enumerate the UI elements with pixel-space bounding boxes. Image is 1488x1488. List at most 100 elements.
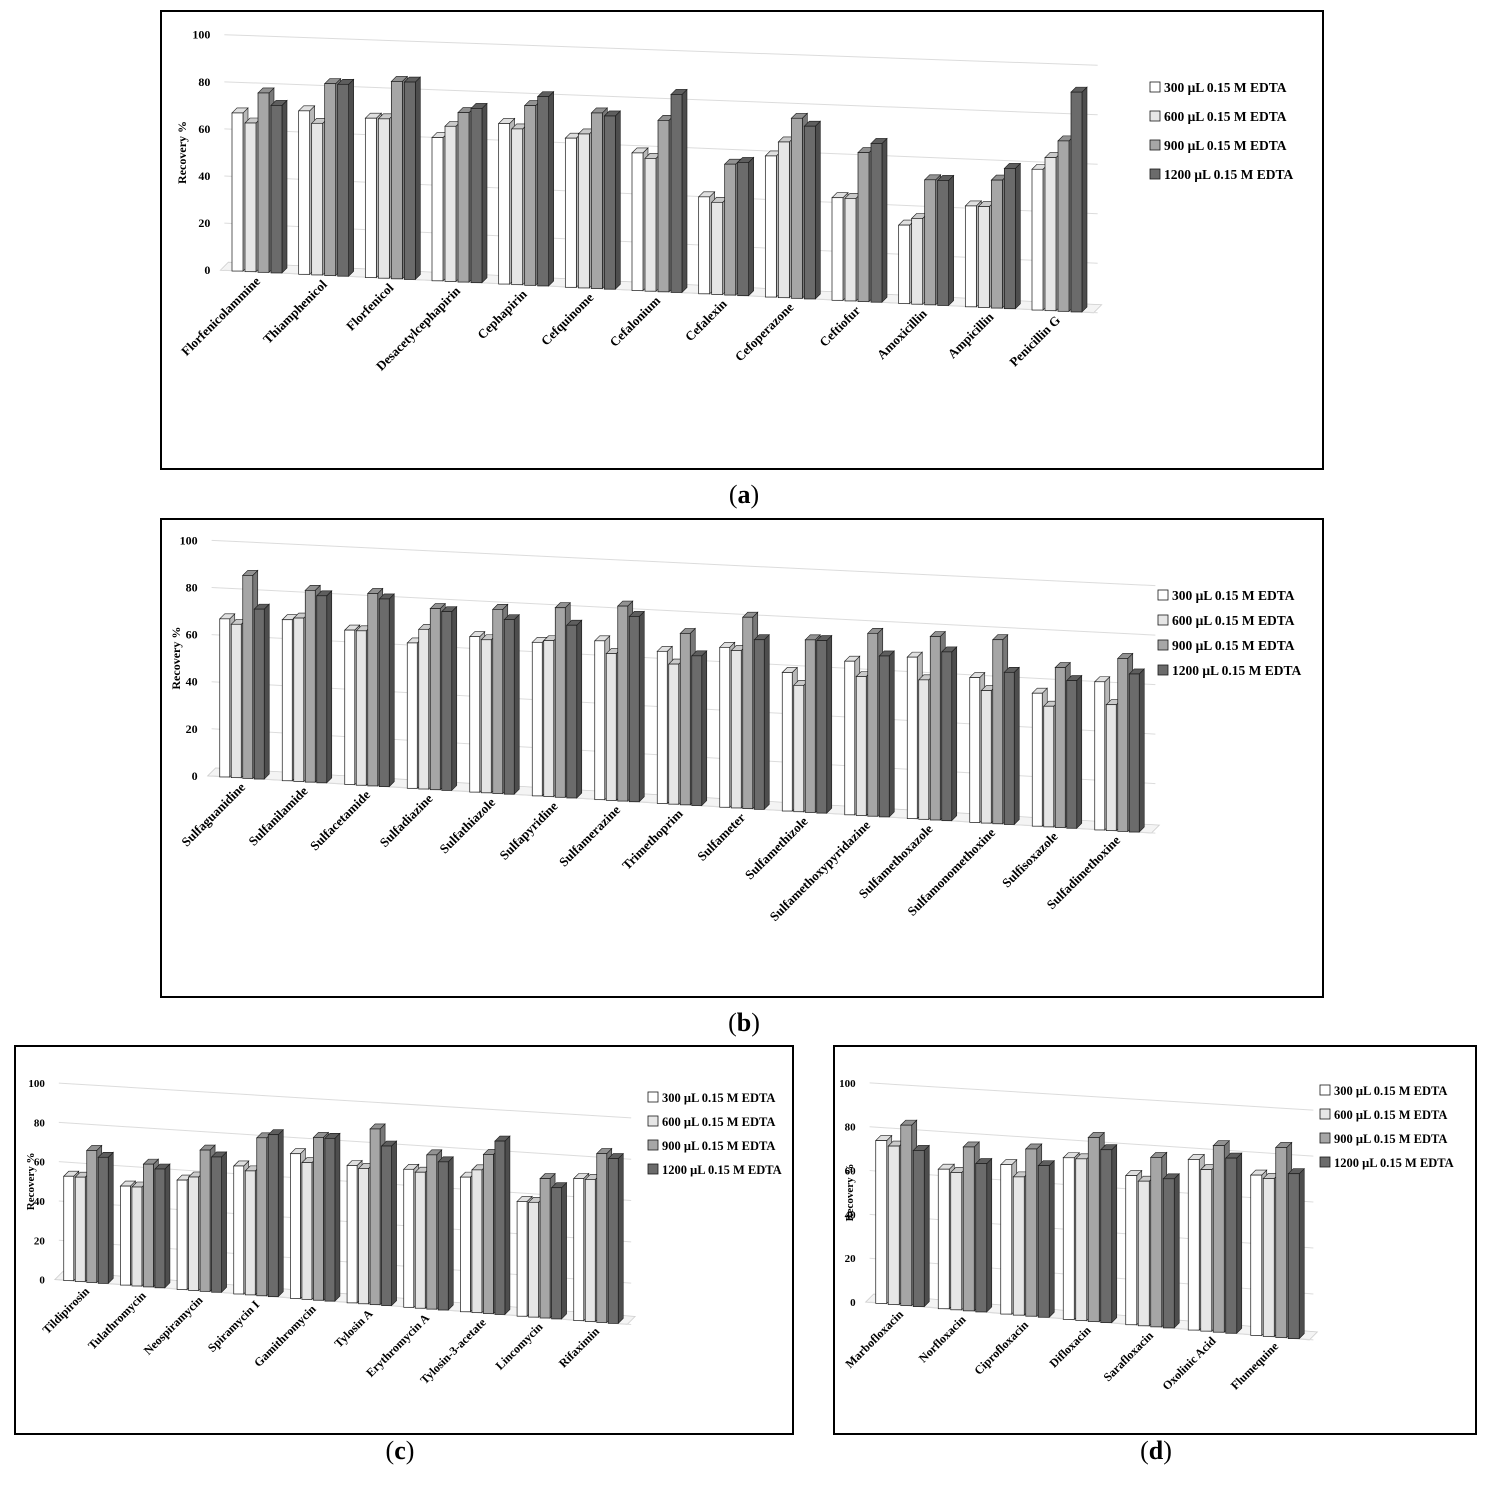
bar-front bbox=[494, 1140, 506, 1315]
bar-side bbox=[326, 590, 333, 784]
bar-front bbox=[313, 1137, 324, 1301]
bar-front bbox=[1025, 1148, 1038, 1317]
chart-d-ytick: 60 bbox=[845, 1166, 857, 1178]
bar-front bbox=[594, 640, 606, 801]
bar-front bbox=[924, 179, 937, 306]
bar-front bbox=[1200, 1169, 1213, 1332]
bar bbox=[437, 1156, 454, 1311]
chart-b-legend-label: 1200 μL 0.15 M EDTA bbox=[1172, 663, 1302, 678]
bar-front bbox=[281, 619, 293, 782]
bar-front bbox=[74, 1176, 86, 1282]
chart-a-legend-swatch bbox=[1149, 168, 1161, 180]
bar-front bbox=[950, 1172, 963, 1311]
chart-d-ylabel: Recovery % bbox=[844, 1164, 856, 1222]
bar-front bbox=[937, 180, 950, 306]
bar bbox=[753, 634, 770, 811]
bar-front bbox=[711, 201, 724, 295]
bar-front bbox=[1225, 1157, 1238, 1334]
chart-b-category-label: Sulfamethizole bbox=[742, 813, 811, 882]
bar bbox=[603, 110, 622, 290]
bar-front bbox=[337, 83, 350, 277]
bar-front bbox=[1287, 1173, 1300, 1339]
chart-d-gridline bbox=[869, 1082, 1314, 1111]
bar-front bbox=[369, 1128, 381, 1306]
bar-front bbox=[483, 1154, 494, 1314]
bar-front bbox=[1150, 1157, 1163, 1328]
chart-c-ytick: 80 bbox=[34, 1117, 46, 1129]
bar-side bbox=[1076, 674, 1083, 829]
chart-b-legend-swatch bbox=[1157, 664, 1169, 676]
chart-b-ytick: 80 bbox=[186, 580, 198, 594]
chart-a-category-label: Florfenicol bbox=[343, 280, 397, 334]
bar-front bbox=[1054, 667, 1066, 828]
bar-front bbox=[844, 660, 856, 816]
bar-front bbox=[691, 655, 703, 806]
chart-c-category-label: Tylosin A bbox=[332, 1306, 376, 1350]
bar-front bbox=[358, 1168, 369, 1305]
chart-b-category-label: Sulfadiazine bbox=[376, 791, 435, 850]
chart-a-legend-label: 900 μL 0.15 M EDTA bbox=[1164, 138, 1287, 153]
bar bbox=[270, 99, 288, 274]
bar-front bbox=[857, 152, 870, 302]
bar bbox=[628, 610, 645, 803]
chart-a-category-label: Ampicillin bbox=[944, 309, 997, 362]
bar-front bbox=[577, 133, 590, 289]
chart-d-ytick: 100 bbox=[839, 1078, 856, 1090]
chart-c-legend-swatch bbox=[647, 1115, 659, 1127]
chart-a-gridline bbox=[224, 34, 1098, 66]
caption-c-letter: c bbox=[394, 1436, 406, 1465]
bar-side bbox=[1138, 668, 1145, 833]
bar-front bbox=[617, 605, 629, 802]
bar-front bbox=[176, 1179, 188, 1290]
bar-front bbox=[870, 143, 883, 303]
bar-front bbox=[403, 81, 416, 280]
bar bbox=[550, 1181, 568, 1320]
bar-front bbox=[1117, 658, 1129, 832]
bar-front bbox=[199, 1149, 211, 1292]
bar-front bbox=[1075, 1158, 1088, 1321]
chart-d-ytick: 80 bbox=[845, 1122, 857, 1134]
chart-a-ylabel: Recovery % bbox=[175, 121, 189, 184]
bar bbox=[97, 1151, 114, 1285]
chart-c-legend-label: 300 μL 0.15 M EDTA bbox=[662, 1091, 775, 1105]
bar-front bbox=[429, 608, 441, 791]
bar-side bbox=[815, 120, 821, 300]
bar-front bbox=[390, 81, 403, 280]
bar-front bbox=[1128, 673, 1140, 833]
bar-front bbox=[781, 672, 793, 812]
bar-front bbox=[564, 137, 577, 288]
bar-front bbox=[596, 1153, 608, 1323]
chart-c-legend-swatch bbox=[647, 1139, 659, 1151]
bar-front bbox=[293, 617, 305, 782]
bar-front bbox=[233, 1165, 245, 1295]
bar bbox=[403, 76, 422, 281]
bar-front bbox=[719, 646, 731, 808]
bar-front bbox=[1003, 168, 1016, 310]
bar-front bbox=[324, 83, 337, 276]
bar-front bbox=[1031, 692, 1043, 827]
chart-c-svg: 0 20 40 60 80 100 Recovery % TildipirosinTulath… bbox=[25, 1078, 782, 1387]
bar-front bbox=[764, 155, 777, 298]
bar-front bbox=[253, 608, 265, 780]
bar-front bbox=[878, 655, 890, 818]
chart-d-legend-swatch bbox=[1319, 1132, 1331, 1144]
bar-side bbox=[701, 650, 708, 807]
chart-b-category-label: Sulfameter bbox=[694, 810, 748, 864]
bar bbox=[912, 1144, 930, 1308]
caption-a: (a) bbox=[728, 480, 760, 509]
bar-front bbox=[298, 110, 311, 275]
bar-front bbox=[316, 595, 328, 784]
bar-front bbox=[1105, 704, 1117, 832]
bar-side bbox=[348, 78, 354, 277]
chart-a-legend-label: 300 μL 0.15 M EDTA bbox=[1164, 80, 1287, 95]
chart-d-category-label: Norfloxacin bbox=[916, 1312, 969, 1365]
bar bbox=[267, 1128, 284, 1298]
chart-d-category-label: Oxolinic Acid bbox=[1159, 1334, 1218, 1393]
chart-c-category-label: Tulathromycin bbox=[85, 1288, 149, 1352]
chart-b-ytick: 60 bbox=[186, 628, 198, 642]
bar bbox=[870, 137, 888, 303]
bar bbox=[607, 1152, 624, 1325]
bar bbox=[803, 120, 822, 300]
bar-front bbox=[377, 118, 390, 279]
chart-c-legend-label: 900 μL 0.15 M EDTA bbox=[662, 1139, 775, 1153]
